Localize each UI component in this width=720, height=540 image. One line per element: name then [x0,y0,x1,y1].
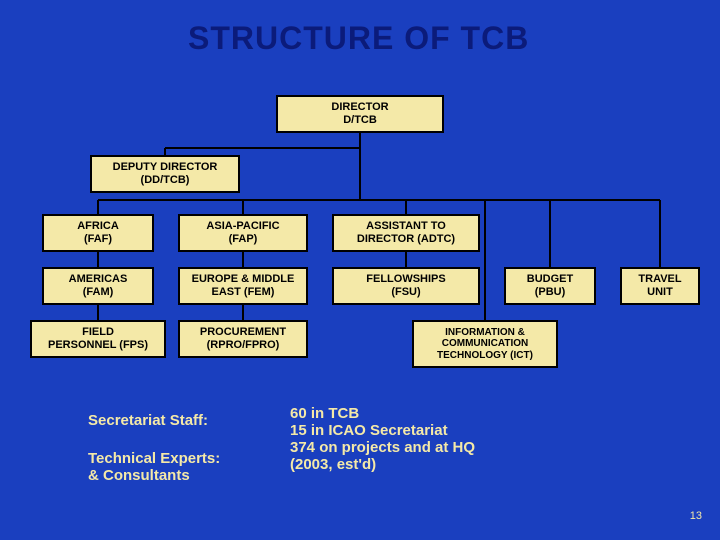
staff-label-1: Secretariat Staff: [88,412,208,429]
box-europe: EUROPE & MIDDLE EAST (FEM) [178,267,308,305]
box-africa: AFRICA (FAF) [42,214,154,252]
slide-stage: STRUCTURE OF TCB DIRECTOR D/TCB DEPUTY D… [0,0,720,540]
staff-label-2: Technical Experts: & Consultants [88,450,220,484]
box-fellowships: FELLOWSHIPS (FSU) [332,267,480,305]
page-number: 13 [690,510,702,522]
box-ict: INFORMATION & COMMUNICATION TECHNOLOGY (… [412,320,558,368]
box-adtc: ASSISTANT TO DIRECTOR (ADTC) [332,214,480,252]
box-deputy: DEPUTY DIRECTOR (DD/TCB) [90,155,240,193]
box-director: DIRECTOR D/TCB [276,95,444,133]
staff-values: 60 in TCB 15 in ICAO Secretariat 374 on … [290,405,475,473]
box-procurement: PROCUREMENT (RPRO/FPRO) [178,320,308,358]
box-americas: AMERICAS (FAM) [42,267,154,305]
slide-title: STRUCTURE OF TCB [188,20,529,57]
box-budget: BUDGET (PBU) [504,267,596,305]
box-travel: TRAVEL UNIT [620,267,700,305]
box-fps: FIELD PERSONNEL (FPS) [30,320,166,358]
box-asia: ASIA-PACIFIC (FAP) [178,214,308,252]
